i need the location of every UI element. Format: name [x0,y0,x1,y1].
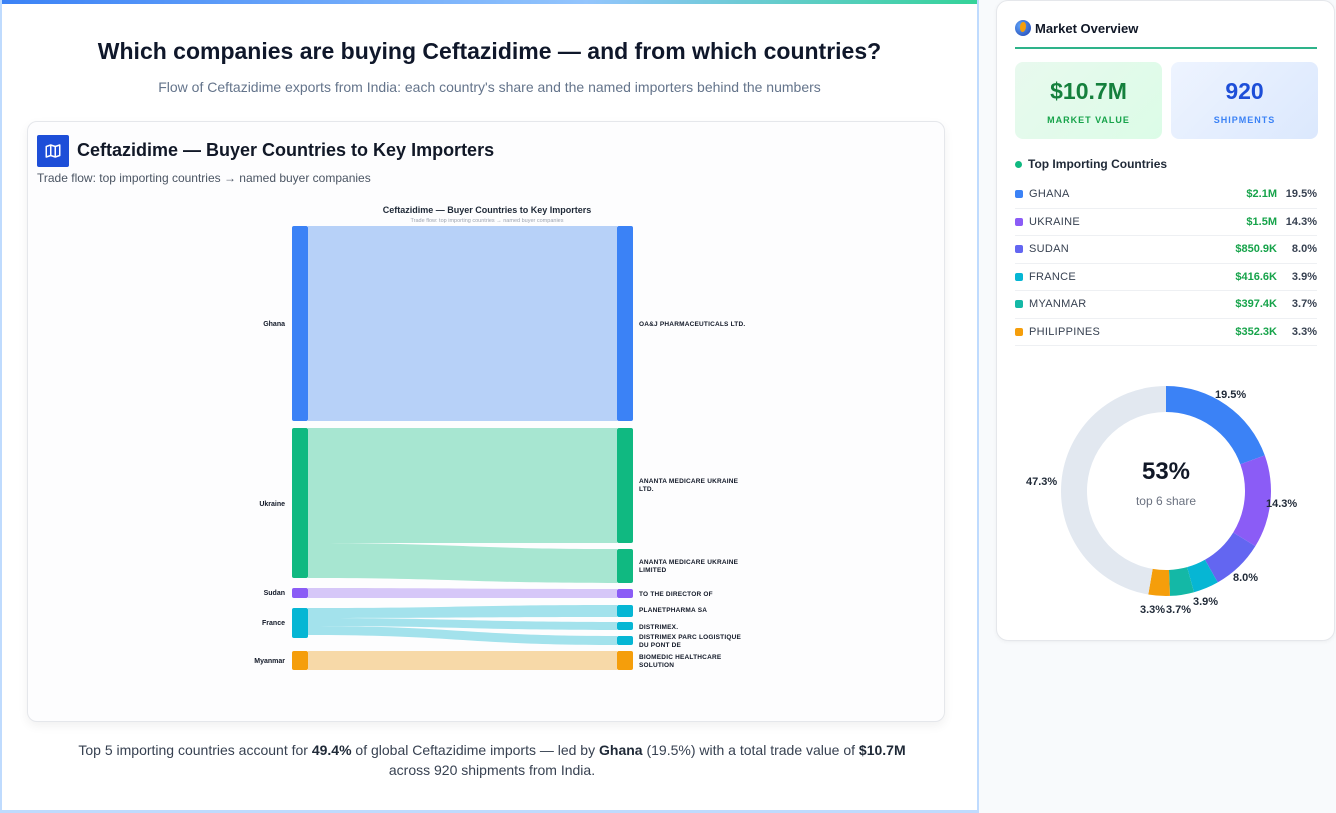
donut-slice-ghana[interactable] [1166,386,1265,465]
donut-label-others: 47.3% [1026,476,1057,488]
main-panel: Which companies are buying Ceftazidime —… [0,0,979,813]
sankey-chart: Ceftazidime — Buyer Countries to Key Imp… [254,205,745,670]
link-ukraine-ltd[interactable] [308,428,617,543]
label-france: France [262,620,285,627]
node-director[interactable] [617,589,633,598]
donut-slice-myanmar[interactable] [1168,567,1195,596]
donut-label-myanmar: 3.7% [1166,604,1191,616]
country-row[interactable]: GHANA $2.1M 19.5% [1015,181,1317,209]
country-row[interactable]: FRANCE $416.6K 3.9% [1015,264,1317,291]
country-row[interactable]: PHILIPPINES $352.3K 3.3% [1015,319,1317,346]
card-subtitle: Trade flow: top importing countries → na… [37,171,371,185]
page-title: Which companies are buying Ceftazidime —… [97,38,882,64]
label-director: TO THE DIRECTOR OF [639,591,713,598]
node-distrimex[interactable] [617,622,633,630]
swatch-icon [1015,217,1023,226]
swatch-icon [1015,190,1023,199]
label-ukraine: Ukraine [259,501,285,508]
label-ghana: Ghana [263,321,285,328]
page-subtitle: Flow of Ceftazidime exports from India: … [158,79,821,95]
donut-slice-ukraine[interactable] [1233,455,1271,547]
node-ukraine[interactable] [292,428,308,578]
node-ananta-limited[interactable] [617,549,633,583]
node-myanmar[interactable] [292,651,308,670]
label-oaj: OA&J PHARMACEUTICALS LTD. [639,321,745,328]
label-biomedic: BIOMEDIC HEALTHCARE SOLUTION [639,654,722,669]
label-sudan: Sudan [264,590,285,597]
node-france[interactable] [292,608,308,638]
sankey-card: Ceftazidime — Buyer Countries to Key Imp… [27,121,945,722]
sankey-title: Ceftazidime — Buyer Countries to Key Imp… [383,205,592,215]
divider [1015,47,1317,49]
node-planetpharma[interactable] [617,605,633,617]
dot-icon [1015,160,1022,168]
donut-label-ghana: 19.5% [1215,389,1246,401]
country-row[interactable]: SUDAN $850.9K 8.0% [1015,236,1317,264]
label-planetpharma: PLANETPHARMA SA [639,607,707,614]
market-overview-card: Market Overview $10.7M MARKET VALUE 920 … [996,0,1335,641]
node-sudan[interactable] [292,588,308,598]
node-oaj[interactable] [617,226,633,421]
node-ghana[interactable] [292,226,308,421]
donut-slice-sudan[interactable] [1204,532,1256,583]
donut-label-france: 3.9% [1193,596,1218,608]
summary-text: Top 5 importing countries account for 49… [78,742,906,778]
label-distrimex-parc: DISTRIMEX PARC LOGISTIQUE DU PONT DE [639,634,741,649]
node-biomedic[interactable] [617,651,633,670]
link-france-distrimex[interactable] [308,618,617,630]
donut-slice-others[interactable] [1061,386,1166,595]
donut-label-ukraine: 14.3% [1266,498,1297,510]
top-countries-header: Top Importing Countries [1015,157,1167,171]
link-france-planetpharma[interactable] [308,605,617,618]
map-icon [37,135,69,167]
donut-label-sudan: 8.0% [1233,572,1258,584]
node-ananta-ltd[interactable] [617,428,633,543]
country-row[interactable]: UKRAINE $1.5M 14.3% [1015,209,1317,236]
link-ghana[interactable] [308,226,617,421]
label-distrimex: DISTRIMEX. [639,624,678,631]
kpi-shipments: 920 SHIPMENTS [1171,62,1318,139]
donut-slice-philippines[interactable] [1148,568,1170,596]
donut-caption: top 6 share [1136,494,1196,508]
card-title: Ceftazidime — Buyer Countries to Key Imp… [77,140,495,160]
swatch-icon [1015,245,1023,254]
label-ananta-limited: ANANTA MEDICARE UKRAINE LIMITED [639,559,739,574]
label-myanmar: Myanmar [254,658,285,665]
donut-label-philippines: 3.3% [1140,604,1165,616]
donut-center-value: 53% [1142,458,1190,485]
link-myanmar[interactable] [308,651,617,670]
swatch-icon [1015,327,1023,336]
donut-chart: 53% top 6 share 19.5% 14.3% 8.0% 3.9% 3.… [1026,386,1297,616]
node-distrimex-parc[interactable] [617,636,633,645]
swatch-icon [1015,272,1023,281]
accent-bar [2,0,977,4]
swatch-icon [1015,300,1023,309]
country-row[interactable]: MYANMAR $397.4K 3.7% [1015,291,1317,319]
donut-slice-france[interactable] [1187,559,1218,593]
link-ukraine-limited[interactable] [308,543,617,583]
label-ananta-ltd: ANANTA MEDICARE UKRAINE LTD. [639,478,739,493]
kpi-market-value: $10.7M MARKET VALUE [1015,62,1162,139]
link-france-distrimex-parc[interactable] [308,626,617,645]
country-list: GHANA $2.1M 19.5% UKRAINE $1.5M 14.3% SUDAN $… [1015,181,1317,346]
market-overview-header: Market Overview [1015,20,1138,36]
sankey-subtitle: Trade flow: top importing countries → na… [411,218,564,224]
link-sudan[interactable] [308,588,617,598]
globe-icon [1015,20,1031,36]
